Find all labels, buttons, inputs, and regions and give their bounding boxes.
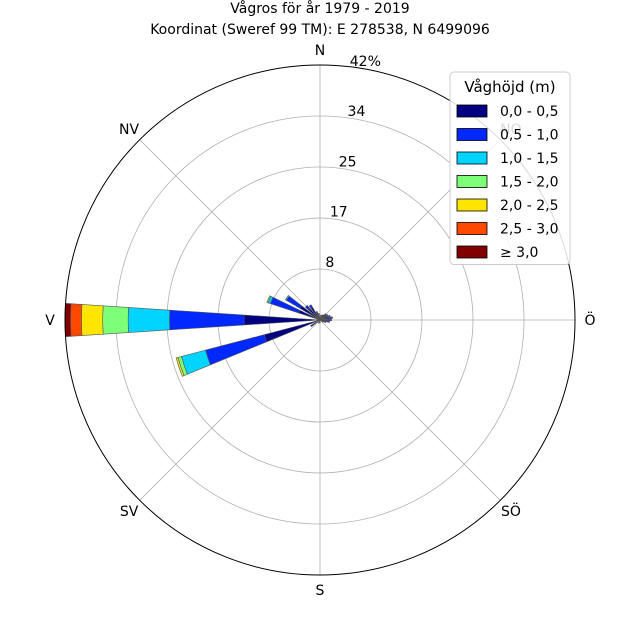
sector-bar-segment [329, 316, 333, 320]
direction-tick-label: S [316, 583, 325, 599]
direction-tick-label: Ö [584, 311, 595, 329]
chart-title-line1: Vågros för år 1979 - 2019 [230, 0, 409, 17]
legend: Våghöjd (m) 0,0 - 0,5 0,5 - 1,0 1,0 - 1,5 1,… [449, 71, 571, 265]
grid-spoke [319, 319, 501, 501]
legend-title: Våghöjd (m) [464, 78, 555, 96]
legend-swatch [456, 151, 488, 165]
radial-tick-label: 8 [325, 255, 334, 271]
direction-tick-label: NV [119, 122, 139, 138]
polar-frame [64, 64, 576, 576]
radial-tick-label: 42% [350, 54, 381, 70]
sector-bar-segment [315, 310, 318, 314]
sector-bar-segment [81, 304, 104, 336]
sector-bar-segment [284, 295, 290, 301]
legend-box [449, 71, 571, 265]
legend-swatch [456, 222, 488, 235]
sector-bar-segment [64, 303, 72, 337]
direction-tick-label: N [315, 43, 325, 59]
sector-bars [64, 295, 333, 377]
direction-tick-label: SÖ [501, 502, 521, 520]
legend-label: 2,5 - 3,0 [500, 222, 558, 238]
legend-label: 1,5 - 2,0 [500, 175, 558, 191]
sector-bar-segment [169, 309, 245, 331]
legend-swatch [456, 104, 488, 118]
sector-bar-segment [323, 321, 327, 324]
sector-bar-segment [325, 314, 329, 317]
sector-bar-segment [322, 314, 325, 317]
grid-spoke [139, 319, 321, 501]
sector-bar-segment [308, 304, 314, 309]
legend-swatch [456, 175, 488, 188]
radial-tick-label: 34 [348, 104, 366, 120]
legend-label: ≥ 3,0 [500, 245, 538, 261]
direction-tick-label: SV [120, 504, 139, 520]
sector-bar-segment [324, 313, 327, 316]
legend-label: 0,0 - 0,5 [500, 104, 558, 120]
sector-bar-segment [102, 305, 129, 335]
legend-label: 0,5 - 1,0 [500, 128, 558, 144]
sector-bar-segment [205, 334, 268, 366]
sector-bar-segment [317, 313, 320, 315]
sector-bar-segment [304, 304, 311, 311]
axis-labels: NNVVSVSSÖÖNO817253442% [45, 43, 595, 599]
chart-title-line2: Koordinat (Sweref 99 TM): E 278538, N 64… [150, 22, 490, 38]
legend-swatch [456, 198, 488, 212]
sector-bar-segment [326, 320, 330, 323]
legend-label: 2,0 - 2,5 [500, 198, 558, 214]
legend-swatch [456, 128, 488, 141]
radial-tick-label: 25 [339, 154, 357, 170]
legend-swatch [456, 245, 488, 259]
direction-tick-label: V [45, 313, 55, 329]
sector-bar-segment [266, 295, 272, 304]
sector-bar-segment [127, 307, 171, 333]
sector-bar-segment [328, 318, 332, 322]
sector-bar-segment [327, 314, 331, 318]
sector-bar-segment [175, 357, 185, 377]
outer-ring [64, 64, 576, 576]
sector-bar-segment [317, 319, 321, 324]
sector-bar-segment [321, 314, 323, 317]
sector-bar-segment [319, 319, 324, 323]
sector-bar-segment [310, 324, 314, 328]
legend-label: 1,0 - 1,5 [500, 151, 558, 167]
radial-tick-label: 17 [330, 205, 348, 221]
grid-spoke [139, 139, 321, 321]
sector-bar-segment [70, 303, 83, 337]
